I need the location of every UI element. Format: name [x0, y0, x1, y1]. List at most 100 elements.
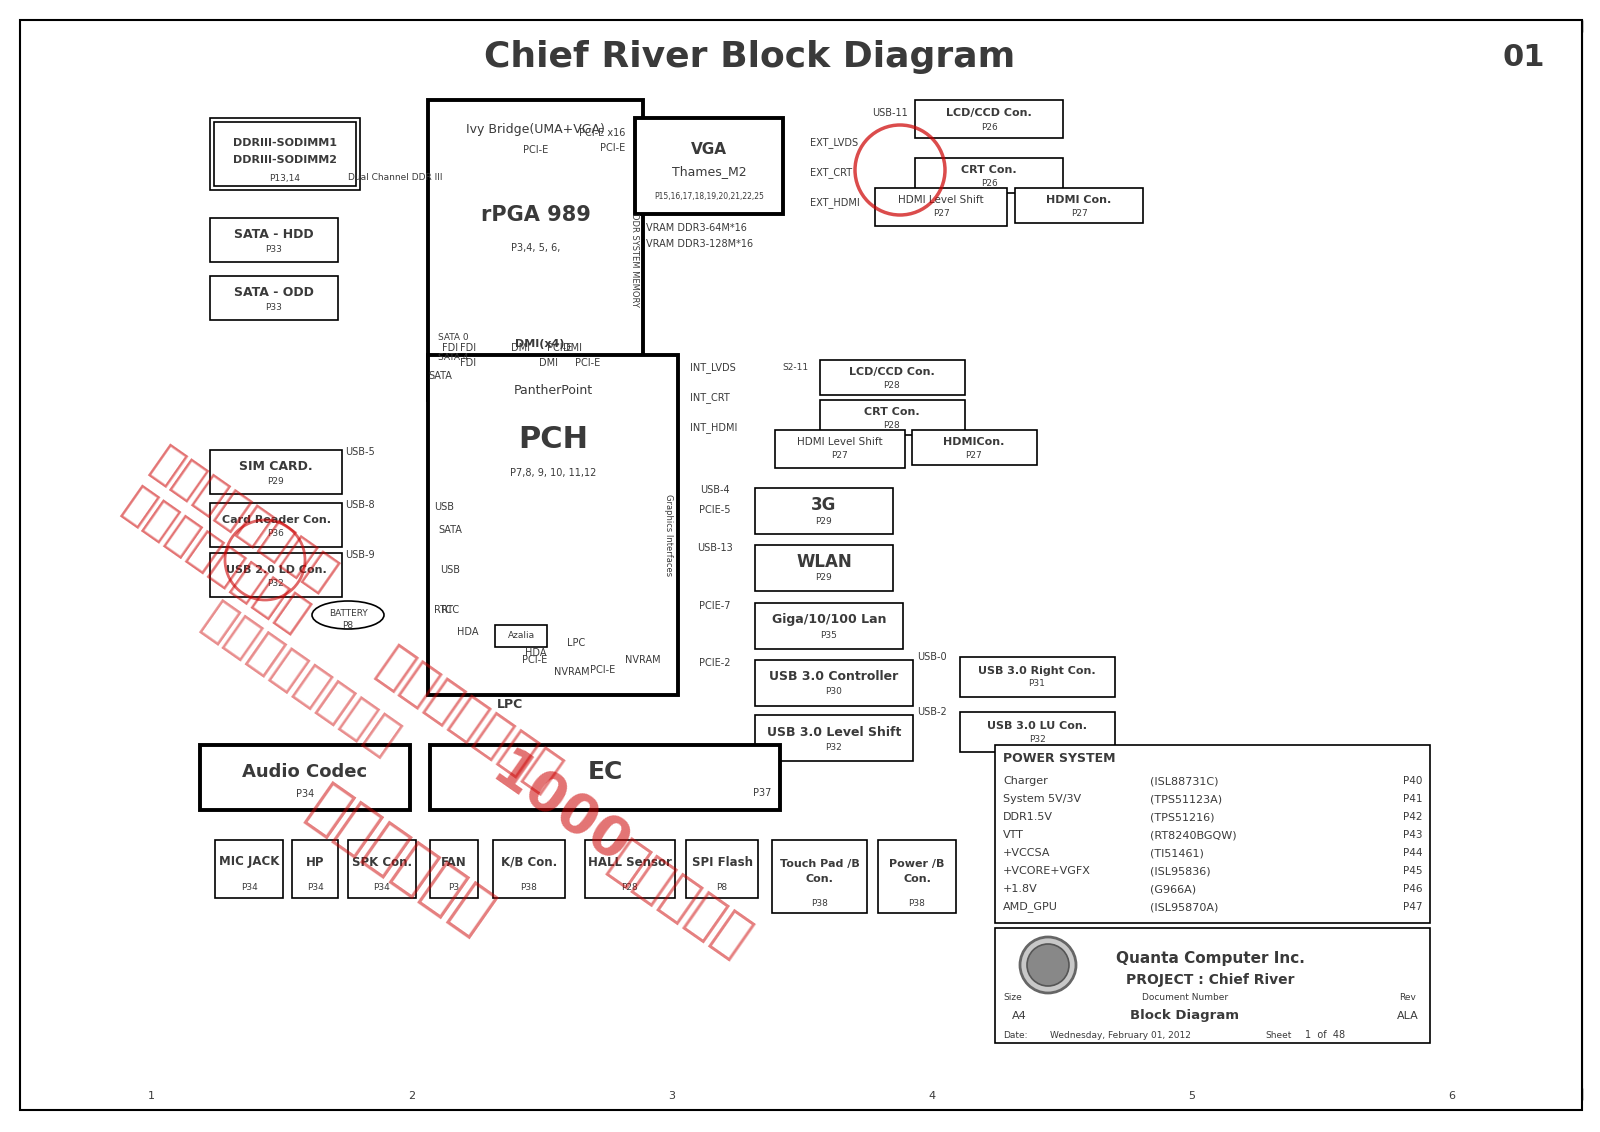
Text: P8: P8	[717, 883, 728, 892]
Text: บริษัท: บริษัท	[298, 777, 502, 944]
Text: 5: 5	[1189, 1091, 1195, 1101]
Text: (TPS51123A): (TPS51123A)	[1150, 794, 1222, 804]
Text: (TPS51216): (TPS51216)	[1150, 812, 1214, 822]
Text: SIM CARD.: SIM CARD.	[238, 461, 314, 473]
Text: Card Reader Con.: Card Reader Con.	[221, 515, 331, 525]
Bar	[878, 840, 957, 914]
Text: DDR SYSTEM MEMORY: DDR SYSTEM MEMORY	[630, 213, 640, 307]
Text: S2-11: S2-11	[782, 363, 808, 372]
Text: DDR1.5V: DDR1.5V	[1003, 812, 1053, 822]
Text: 6: 6	[1448, 1091, 1456, 1101]
Text: Sheet: Sheet	[1266, 1030, 1291, 1039]
Bar	[210, 218, 338, 261]
Bar	[214, 122, 355, 186]
Text: PCI-E x16: PCI-E x16	[579, 128, 626, 138]
Text: P27: P27	[933, 208, 949, 217]
Bar	[960, 712, 1115, 752]
Text: (ISL88731C): (ISL88731C)	[1150, 777, 1219, 786]
Text: EXT_CRT: EXT_CRT	[810, 168, 853, 179]
Text: SPI Flash: SPI Flash	[691, 856, 752, 868]
Text: INT_CRT: INT_CRT	[690, 393, 730, 403]
Text: NVRAM: NVRAM	[626, 655, 661, 664]
Text: HDA: HDA	[458, 627, 478, 637]
Circle shape	[1021, 937, 1075, 993]
Bar	[494, 625, 547, 648]
Text: VRAM DDR3-64M*16: VRAM DDR3-64M*16	[646, 223, 747, 233]
Text: รวมปัญหา
โน๊ตบุ๊ค: รวมปัญหา โน๊ตบุ๊ค	[115, 440, 344, 640]
Text: FDI: FDI	[459, 343, 477, 353]
Text: 1000: 1000	[482, 744, 638, 876]
Text: SATA - HDD: SATA - HDD	[234, 228, 314, 240]
Text: P37: P37	[754, 788, 771, 798]
Text: P29: P29	[816, 574, 832, 583]
Text: LCD/CCD Con.: LCD/CCD Con.	[946, 108, 1032, 118]
Text: (G966A): (G966A)	[1150, 884, 1197, 894]
Text: Con.: Con.	[805, 874, 834, 883]
Text: (ISL95836): (ISL95836)	[1150, 866, 1211, 876]
Text: DDRIII-SODIMM2: DDRIII-SODIMM2	[234, 155, 338, 165]
Text: Quanta Computer Inc.: Quanta Computer Inc.	[1115, 951, 1304, 966]
Bar	[755, 544, 893, 591]
Text: USB-2: USB-2	[917, 708, 947, 717]
Text: USB-0: USB-0	[917, 652, 947, 662]
Text: Document Number: Document Number	[1142, 994, 1229, 1003]
Text: CRT Con.: CRT Con.	[864, 408, 920, 417]
Bar	[493, 840, 565, 898]
Text: PCI-E: PCI-E	[547, 343, 573, 353]
Text: (RT8240BGQW): (RT8240BGQW)	[1150, 830, 1237, 840]
Text: P35: P35	[821, 632, 837, 641]
Text: P45: P45	[1403, 866, 1422, 876]
Bar	[635, 118, 782, 214]
Text: USB 3.0 Controller: USB 3.0 Controller	[770, 670, 899, 684]
Text: P46: P46	[1403, 884, 1422, 894]
Text: P38: P38	[811, 899, 827, 908]
Text: NVRAM: NVRAM	[554, 667, 590, 677]
Text: 1  of  48: 1 of 48	[1306, 1030, 1346, 1040]
Text: P34: P34	[240, 883, 258, 892]
Text: SATA - ODD: SATA - ODD	[234, 285, 314, 299]
Bar	[210, 554, 342, 597]
Text: Dual Channel DDR III: Dual Channel DDR III	[347, 173, 442, 182]
Text: อาการ: อาการ	[600, 833, 760, 967]
Text: Azalia: Azalia	[507, 632, 534, 641]
Text: มากกว่า: มากกว่า	[370, 640, 570, 800]
Text: FDI: FDI	[459, 358, 477, 368]
Text: HDA: HDA	[525, 648, 547, 658]
Text: P27: P27	[966, 451, 982, 460]
Text: P26: P26	[981, 180, 997, 189]
Text: P28: P28	[883, 420, 901, 429]
Text: MIC JACK: MIC JACK	[219, 856, 278, 868]
Text: SATA: SATA	[429, 371, 451, 381]
Text: Audio Codec: Audio Codec	[243, 763, 368, 781]
Text: Charger: Charger	[1003, 777, 1048, 786]
Text: P30: P30	[826, 687, 843, 696]
Text: P38: P38	[520, 883, 538, 892]
Text: HP: HP	[306, 856, 325, 868]
Text: SATA 4: SATA 4	[438, 353, 469, 362]
Text: P34: P34	[296, 789, 314, 799]
Text: Thames_M2: Thames_M2	[672, 165, 746, 179]
Text: Wednesday, February 01, 2012: Wednesday, February 01, 2012	[1050, 1030, 1190, 1039]
Text: Size: Size	[1003, 994, 1022, 1003]
Text: Rev: Rev	[1400, 994, 1416, 1003]
Bar	[429, 355, 678, 695]
Text: PCI-E: PCI-E	[590, 664, 616, 675]
Text: P31: P31	[1029, 679, 1045, 688]
Text: USB-8: USB-8	[346, 500, 374, 511]
Bar	[210, 118, 360, 190]
Text: LCD/CCD Con.: LCD/CCD Con.	[850, 367, 934, 377]
Text: P34: P34	[374, 883, 390, 892]
Text: USB: USB	[440, 565, 461, 575]
Text: P3: P3	[448, 883, 459, 892]
Text: FAN: FAN	[442, 856, 467, 868]
Text: P40: P40	[1403, 777, 1422, 786]
Text: PCI-E: PCI-E	[576, 358, 600, 368]
Text: PantherPoint: PantherPoint	[514, 384, 592, 396]
Text: P8: P8	[342, 621, 354, 631]
Text: EC: EC	[587, 760, 622, 784]
Text: Giga/10/100 Lan: Giga/10/100 Lan	[771, 614, 886, 626]
Text: EXT_HDMI: EXT_HDMI	[810, 198, 859, 208]
Text: ALA: ALA	[1397, 1011, 1419, 1021]
Bar	[819, 400, 965, 435]
Text: VGA: VGA	[691, 143, 726, 157]
